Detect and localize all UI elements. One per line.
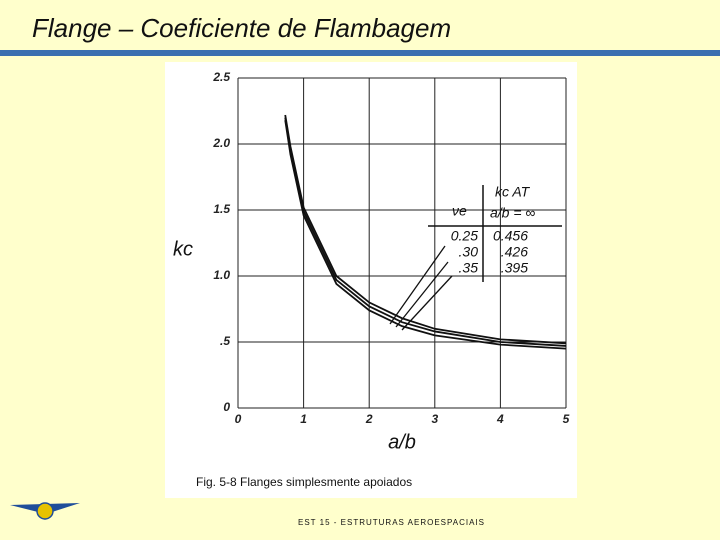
annotation-value: .395	[501, 260, 528, 276]
figure-caption: Fig. 5-8 Flanges simplesmente apoiados	[196, 475, 412, 489]
legend-label: .35	[459, 260, 479, 276]
figure-panel	[165, 62, 577, 498]
annotation-value: 0.456	[493, 228, 528, 244]
x-tick-label: 3	[431, 412, 438, 426]
footer: EST 15 - ESTRUTURAS AEROESPACIAIS	[298, 518, 485, 527]
annotation-header: νe	[452, 203, 467, 219]
y-tick-label: 1.0	[213, 268, 230, 282]
y-tick-label: 1.5	[213, 202, 230, 216]
x-tick-label: 1	[300, 412, 307, 426]
annotation-header: kc AT	[495, 184, 531, 200]
x-tick-label: 0	[235, 412, 242, 426]
y-tick-label: .5	[220, 334, 230, 348]
line	[284, 120, 567, 350]
slide-title: Flange – Coeficiente de Flambagem	[32, 13, 451, 43]
annotation-table: νe kc AT a/b = ∞	[389, 184, 562, 331]
x-tick-label: 2	[365, 412, 373, 426]
x-axis-label: a/b	[388, 431, 416, 453]
y-axis-label: kc	[173, 238, 193, 260]
x-tick-label: 5	[563, 412, 570, 426]
y-tick-label: 2.5	[212, 70, 230, 84]
logo	[10, 502, 80, 520]
annotation-header: a/b = ∞	[490, 205, 535, 221]
y-tick-label: 0	[223, 400, 230, 414]
plot: 0 .5 1.0 1.5 2.0 2.5 0 1 2 3 4 5 a/b kc 0.25 0.456 .30 .4…	[173, 70, 570, 453]
annotation-value: .426	[501, 244, 528, 260]
x-tick-label: 4	[496, 412, 504, 426]
title-rule	[0, 50, 720, 56]
y-tick-label: 2.0	[212, 136, 230, 150]
legend-label: .30	[459, 244, 479, 260]
legend-label: 0.25	[451, 228, 478, 244]
